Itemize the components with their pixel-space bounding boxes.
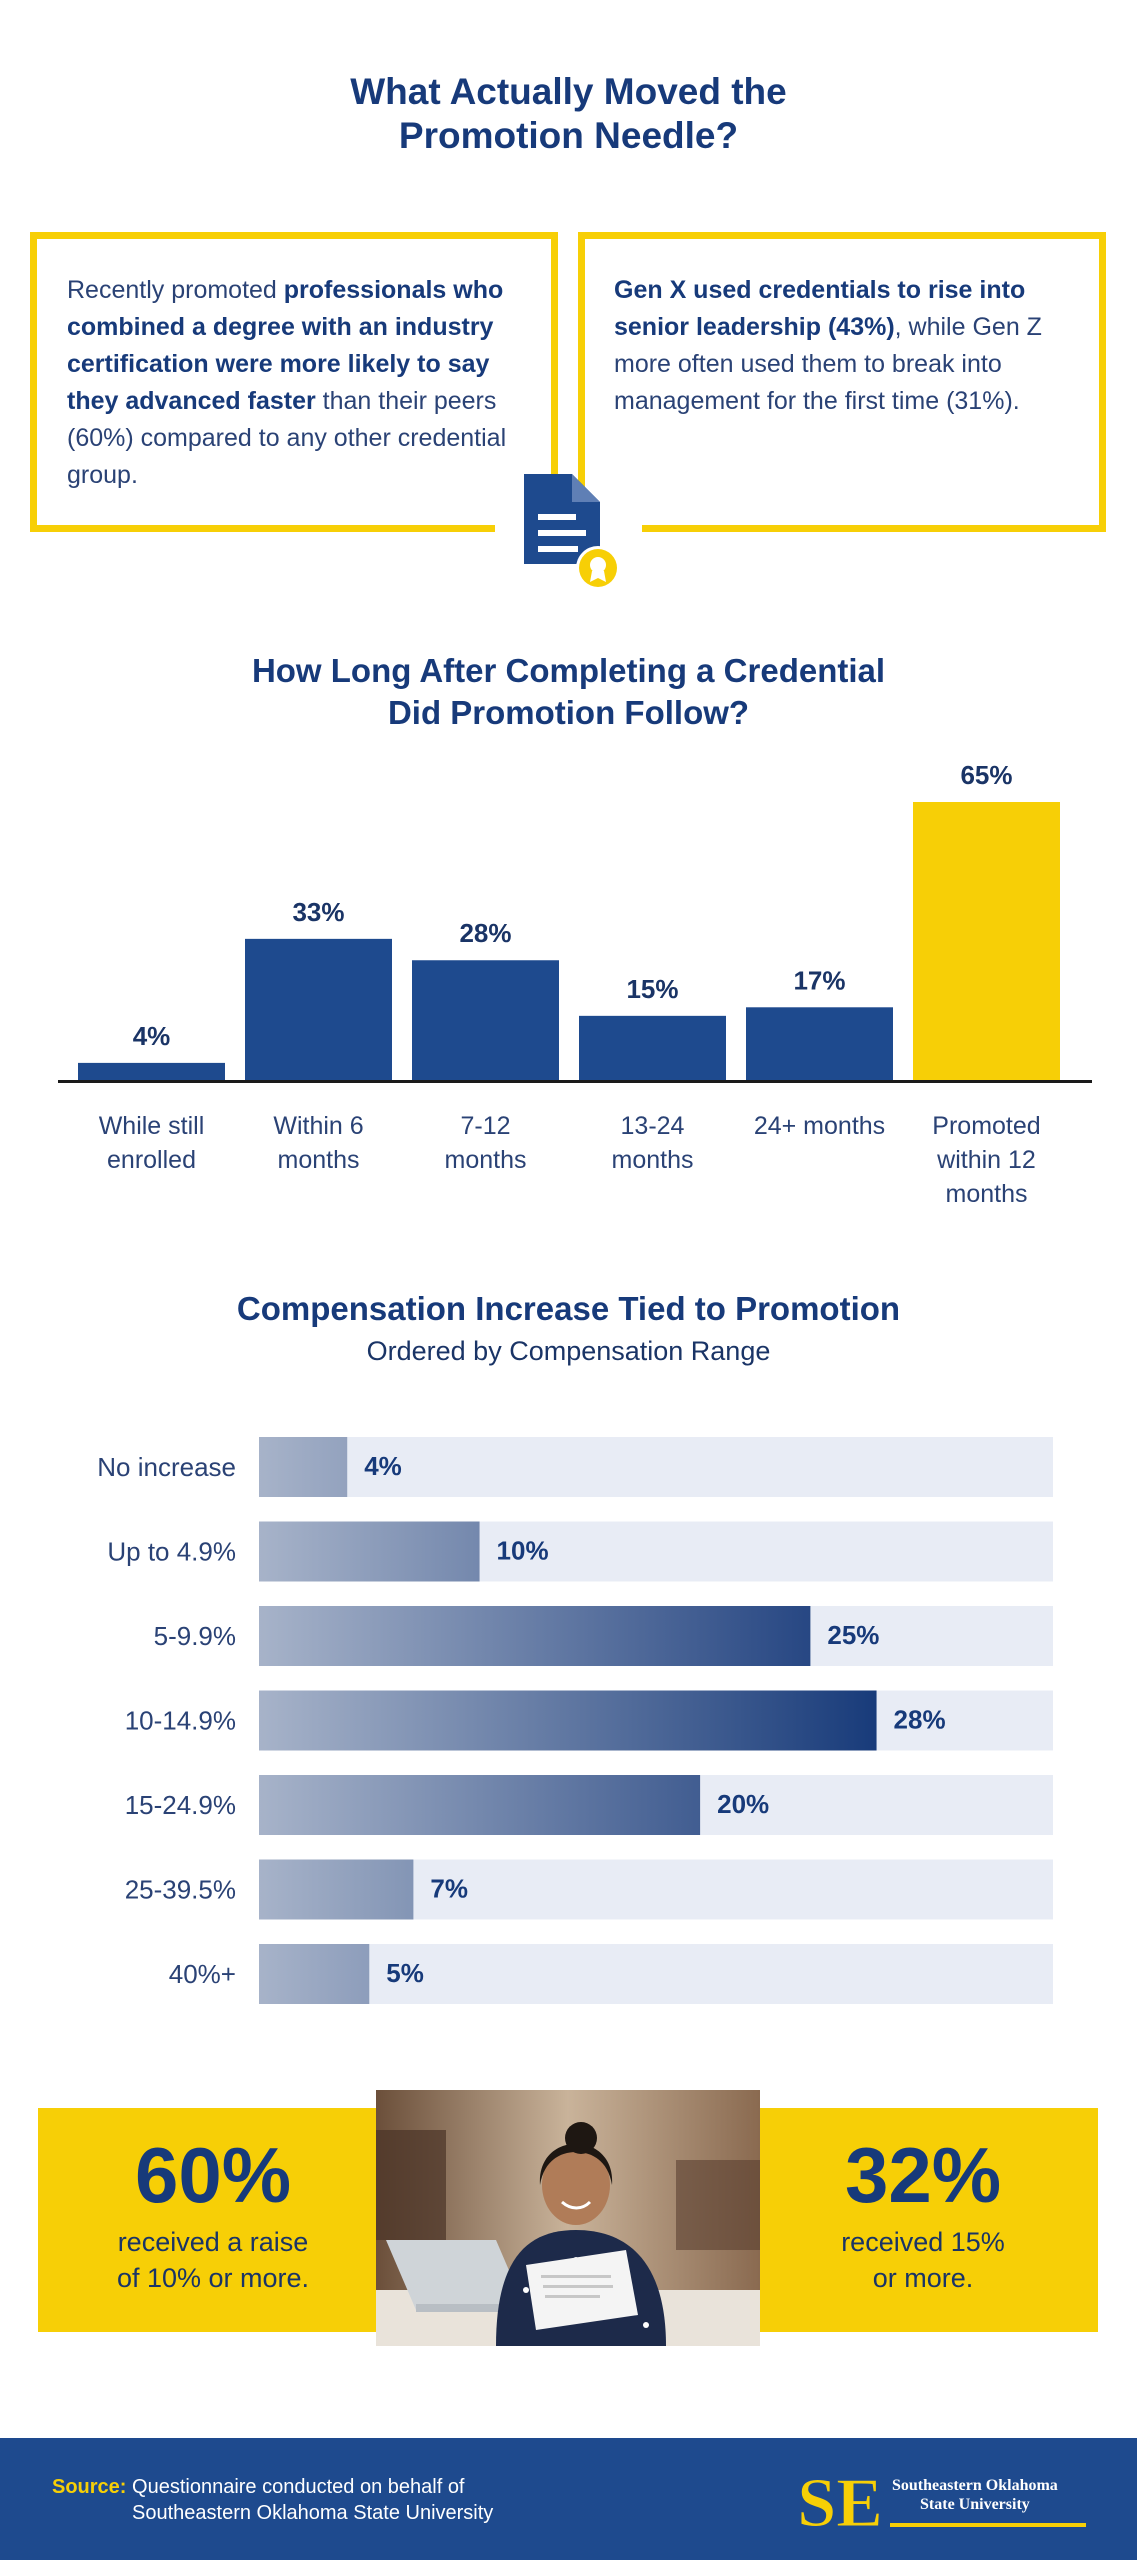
callout-right-text: Gen X used credentials to rise into seni… [614,272,1074,420]
hbar-5 [259,1775,701,1835]
hbar-4 [259,1690,877,1751]
stat-right-box: 32% received 15% or more. [748,2108,1098,2332]
hbar-value-label-5: 20% [717,1789,769,1819]
source-line2: Southeastern Oklahoma State University [132,2502,494,2524]
hbar-value-label-3: 25% [827,1620,879,1650]
bar-category-label-6: within 12 [936,1146,1036,1174]
bar-category-label-6: Promoted [932,1112,1040,1140]
logo-se-letters: SE [797,2465,883,2542]
compensation-increase-bar-chart: No increase 4% Up to 4.9% 10% 5-9.9% 25% 10-14… [97,1437,1053,2004]
bar-category-label-4: 13-24 [621,1112,685,1140]
hbar-value-label-7: 5% [386,1958,424,1988]
callout-left-text: Recently promoted professionals who comb… [67,272,537,494]
hbar-category-label-4: 10-14.9% [125,1706,236,1736]
bar-category-label-6: months [946,1180,1028,1208]
stat-right-value: 32% [844,2131,1002,2219]
bar-value-label-5: 17% [793,965,845,995]
bar-category-label-1: enrolled [107,1146,196,1174]
callout-right [578,232,1106,532]
hbar-7 [259,1944,370,2004]
stat-right-line2: or more. [872,2263,974,2293]
hbar-value-label-1: 4% [364,1451,402,1481]
bar-4 [579,1015,726,1080]
callout-right-bold: Gen X used credentials to rise into seni… [614,276,1026,341]
bar-category-label-3: 7-12 [460,1112,510,1140]
logo-line2: State University [920,2496,1030,2513]
page-title-line1: What Actually Moved the [350,71,787,112]
bar-6 [913,802,1060,1080]
hbar-3 [259,1606,811,1666]
page-title-line2: Promotion Needle? [398,115,739,156]
stat-right-caption: received 15% or more. [748,2224,1098,2296]
stat-left-box: 60% received a raise of 10% or more. [38,2108,388,2332]
stat-left-value: 60% [134,2131,292,2219]
bar-value-label-6: 65% [960,760,1012,790]
hbar-value-label-2: 10% [497,1536,549,1566]
hbar-value-label-4: 28% [894,1705,946,1735]
bar-2 [245,938,392,1080]
hbar-category-label-5: 15-24.9% [125,1790,236,1820]
hbar-category-label-2: Up to 4.9% [107,1537,236,1567]
footer: Source: Questionnaire conducted on behal… [0,2438,1137,2560]
bar-category-label-2: months [278,1146,360,1174]
stat-left-line1: received a raise [117,2227,309,2257]
callout-left-post: than their peers (60%) compared to any o… [67,387,507,489]
bar-category-label-3: months [445,1146,527,1174]
bar-value-label-2: 33% [292,897,344,927]
chart1-heading: How Long After Completing a Credential D… [0,650,1137,734]
stat-right-line1: received 15% [841,2227,1005,2257]
woman-reading-letter-photo [376,2090,760,2346]
stat-left-caption: received a raise of 10% or more. [38,2224,388,2296]
hbar-2 [259,1521,480,1582]
bar-value-label-1: 4% [133,1021,171,1051]
source-note: Source: Questionnaire conducted on behal… [52,2474,493,2526]
chart1-heading-line2: Did Promotion Follow? [387,694,750,731]
source-line1: Questionnaire conducted on behalf of [132,2476,465,2498]
hbar-category-label-6: 25-39.5% [125,1875,236,1905]
logo-line1: Southeastern Oklahoma [892,2477,1058,2494]
hbar-value-label-6: 7% [430,1874,468,1904]
callout-left-pre: Recently promoted [67,276,284,304]
stat-left-line2: of 10% or more. [116,2263,310,2293]
bar-1 [78,1062,225,1080]
callout-left [30,232,558,532]
source-label: Source: [52,2476,127,2498]
university-logo-mark: SE [797,2465,884,2543]
page-title: What Actually Moved the Promotion Needle… [0,70,1137,158]
bar-5 [746,1007,893,1080]
hbar-category-label-3: 5-9.9% [154,1621,236,1651]
bar-category-label-2: Within 6 [273,1112,363,1140]
callout-left-bold: professionals who combined a degree with… [67,276,504,415]
hbar-1 [259,1437,348,1497]
hbar-category-label-1: No increase [97,1452,236,1482]
bar-category-label-1: While still [99,1112,205,1140]
logo-underline [890,2523,1086,2527]
hbar-6 [259,1859,414,1920]
hbar-track-7 [259,1944,1053,2004]
callout-right-post: , while Gen Z more often used them to br… [614,313,1042,415]
bar-category-label-4: months [612,1146,694,1174]
bar-category-label-5: 24+ months [754,1112,885,1140]
chart2-title: Compensation Increase Tied to Promotion [236,1290,901,1327]
hbar-track-1 [259,1437,1053,1497]
university-logo-text: Southeastern Oklahoma State University [892,2476,1058,2514]
hbar-category-label-7: 40%+ [169,1959,236,1989]
certificate-document-icon [524,474,620,590]
promotion-timing-bar-chart: 4% While still enrolled 33% Within 6 months 28… [58,760,1092,1208]
chart1-heading-line1: How Long After Completing a Credential [251,652,886,689]
bar-value-label-4: 15% [626,974,678,1004]
chart2-heading: Compensation Increase Tied to Promotion [0,1288,1137,1330]
bar-value-label-3: 28% [459,918,511,948]
bar-3 [412,960,559,1080]
chart2-subtitle: Ordered by Compensation Range [366,1336,771,1366]
